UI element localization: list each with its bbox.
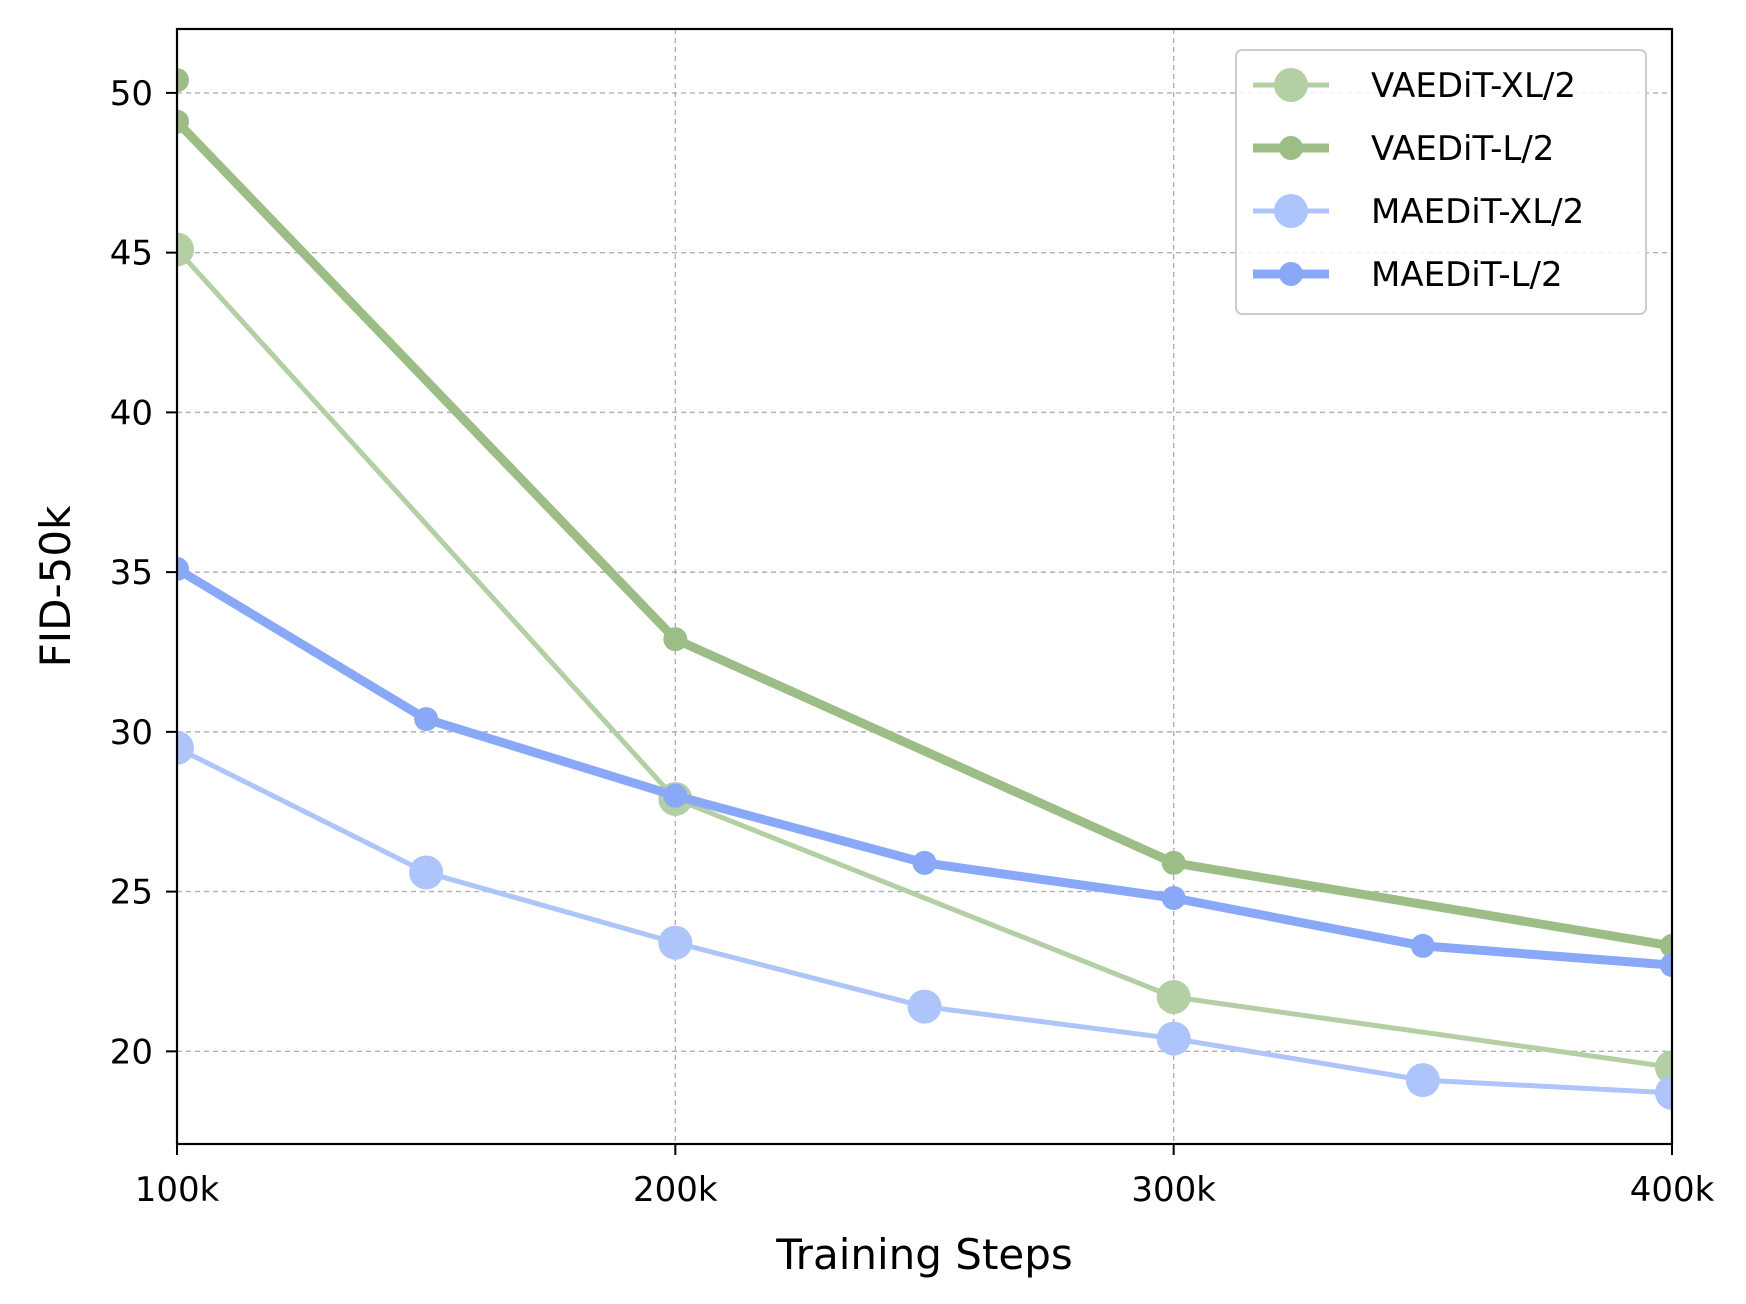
axes-frame xyxy=(175,27,1674,1146)
legend-item-vaedit-xl-2: VAEDiT-XL/2 xyxy=(1253,66,1576,106)
legend-box xyxy=(1235,49,1647,315)
y-tick-label: 45 xyxy=(110,234,153,274)
data-point xyxy=(1660,933,1672,958)
data-point xyxy=(663,783,688,808)
legend-item-vaedit-l-2: VAEDiT-L/2 xyxy=(1253,129,1554,169)
legend: VAEDiT-XL/2 VAEDiT-L/2 MAEDiT-XL/2 MAEDiT-L… xyxy=(1235,49,1647,315)
data-point xyxy=(1405,1063,1440,1098)
y-tick-label: 40 xyxy=(110,393,153,433)
data-point xyxy=(658,925,693,960)
legend-item-maedit-xl-2: MAEDiT-XL/2 xyxy=(1253,192,1584,232)
y-tick-label: 30 xyxy=(110,713,153,753)
series-line-vaedit-l-2 xyxy=(177,117,1672,951)
series-line-vaedit-xl-2 xyxy=(177,246,1672,1070)
data-point xyxy=(177,730,194,765)
legend-label: MAEDiT-XL/2 xyxy=(1371,192,1584,232)
x-axis-ticks: 100k 200k 300k 400k xyxy=(135,1144,1715,1210)
y-tick-label: 25 xyxy=(110,873,153,913)
data-point xyxy=(177,556,189,581)
data-point xyxy=(663,627,688,652)
x-tick-label: 200k xyxy=(633,1170,718,1210)
data-point xyxy=(1156,980,1191,1015)
y-tick-label: 35 xyxy=(110,553,153,593)
x-tick-label: 100k xyxy=(135,1170,220,1210)
data-point xyxy=(1655,1050,1672,1085)
legend-label: MAEDiT-L/2 xyxy=(1371,255,1563,295)
series-maedit-xl-2 xyxy=(177,730,1672,1110)
data-point xyxy=(907,989,942,1024)
data-point xyxy=(1410,933,1435,958)
legend-label: VAEDiT-L/2 xyxy=(1371,129,1554,169)
data-point xyxy=(1655,1075,1672,1110)
data-point xyxy=(177,68,189,93)
y-tick-label: 50 xyxy=(110,74,153,114)
legend-item-maedit-l-2: MAEDiT-L/2 xyxy=(1253,255,1563,295)
data-point xyxy=(912,850,937,875)
y-axis-ticks: 20 25 30 35 40 45 50 xyxy=(110,74,177,1072)
data-point xyxy=(1161,885,1186,910)
x-tick-label: 300k xyxy=(1131,1170,1216,1210)
series-maedit-l-2 xyxy=(177,556,1672,978)
series-vaedit-l-2 xyxy=(177,109,1672,958)
legend-marker xyxy=(1279,262,1303,286)
data-point xyxy=(1660,953,1672,978)
legend-marker xyxy=(1274,68,1308,102)
data-point xyxy=(177,109,189,134)
data-point xyxy=(414,707,439,732)
legend-label: VAEDiT-XL/2 xyxy=(1371,66,1576,106)
data-point xyxy=(409,855,444,890)
data-point xyxy=(1161,850,1186,875)
data-point xyxy=(1156,1021,1191,1056)
x-axis-label: Training Steps xyxy=(775,1230,1073,1279)
x-tick-label: 400k xyxy=(1630,1170,1715,1210)
y-tick-label: 20 xyxy=(110,1032,153,1072)
plot-area xyxy=(177,68,1672,1110)
legend-marker xyxy=(1274,194,1308,228)
data-point xyxy=(177,232,194,267)
legend-marker xyxy=(1279,136,1303,160)
y-axis-label: FID-50k xyxy=(31,505,80,667)
